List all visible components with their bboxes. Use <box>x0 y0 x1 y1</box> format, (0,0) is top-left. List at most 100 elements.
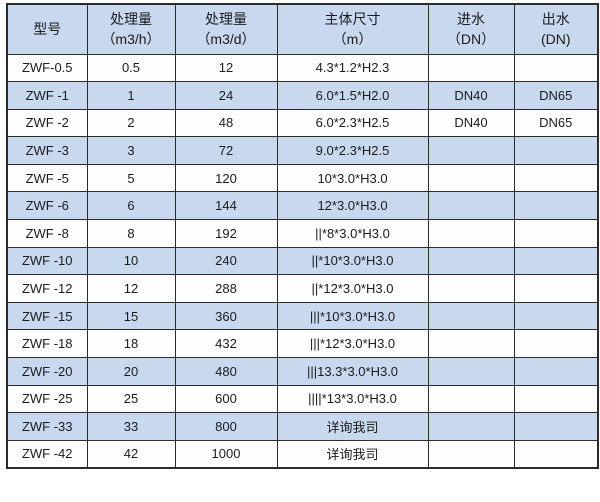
cell-inlet <box>427 357 515 386</box>
cell-capacity-d: 120 <box>174 163 278 193</box>
col-header-dimensions-unit: （m） <box>332 31 373 48</box>
cell-dimensions: |||13.3*3.0*H3.0 <box>276 357 429 386</box>
cell-dimensions: ||*12*3.0*H3.0 <box>276 274 429 303</box>
cell-capacity-h: 3 <box>86 136 176 165</box>
col-header-dimensions: 主体尺寸 （m） <box>276 3 429 55</box>
table-row: ZWF -20 20 480 |||13.3*3.0*H3.0 <box>6 357 599 386</box>
cell-capacity-h: 42 <box>86 439 176 469</box>
cell-inlet <box>427 246 515 276</box>
table-row: ZWF-0.5 0.5 12 4.3*1.2*H2.3 <box>6 53 599 83</box>
cell-capacity-h: 15 <box>86 301 176 331</box>
table-row: ZWF -6 6 144 12*3.0*H3.0 <box>6 191 599 221</box>
cell-dimensions: ||||*13*3.0*H3.0 <box>276 384 429 414</box>
table-row: ZWF -8 8 192 ||*8*3.0*H3.0 <box>6 219 599 248</box>
spec-table: 型号 处理量 （m3/h） 处理量 （m3/d） 主体尺寸 （m） 进水 （DN… <box>6 3 599 469</box>
cell-model: ZWF -1 <box>6 81 88 110</box>
cell-capacity-h: 2 <box>86 108 176 138</box>
col-header-capacity-d-label: 处理量 <box>205 10 247 27</box>
col-header-model: 型号 <box>6 3 88 55</box>
cell-model: ZWF -3 <box>6 136 88 165</box>
cell-outlet <box>513 439 599 469</box>
cell-model: ZWF -20 <box>6 357 88 386</box>
cell-dimensions: 12*3.0*H3.0 <box>276 191 429 221</box>
cell-outlet <box>513 191 599 221</box>
cell-capacity-h: 0.5 <box>86 53 176 83</box>
cell-dimensions: ||*10*3.0*H3.0 <box>276 246 429 276</box>
cell-capacity-d: 24 <box>174 81 278 110</box>
cell-model: ZWF -33 <box>6 412 88 441</box>
cell-inlet <box>427 412 515 441</box>
col-header-inlet-unit: （DN） <box>446 31 496 48</box>
cell-dimensions: 详询我司 <box>276 412 429 441</box>
table-row: ZWF -1 1 24 6.0*1.5*H2.0 DN40 DN65 <box>6 81 599 110</box>
table-row: ZWF -33 33 800 详询我司 <box>6 412 599 441</box>
cell-model: ZWF-0.5 <box>6 53 88 83</box>
table-body: ZWF-0.5 0.5 12 4.3*1.2*H2.3 ZWF -1 1 24 6.0*1.5… <box>6 53 599 469</box>
col-header-outlet-label: 出水 <box>541 10 570 27</box>
col-header-model-label: 型号 <box>33 21 62 38</box>
cell-capacity-d: 240 <box>174 246 278 276</box>
cell-capacity-d: 288 <box>174 274 278 303</box>
cell-dimensions: |||*10*3.0*H3.0 <box>276 301 429 331</box>
table-row: ZWF -18 18 432 |||*12*3.0*H3.0 <box>6 329 599 359</box>
cell-inlet <box>427 329 515 359</box>
cell-model: ZWF -18 <box>6 329 88 359</box>
table-row: ZWF -12 12 288 ||*12*3.0*H3.0 <box>6 274 599 303</box>
cell-capacity-d: 72 <box>174 136 278 165</box>
cell-capacity-h: 18 <box>86 329 176 359</box>
cell-inlet <box>427 136 515 165</box>
cell-capacity-h: 12 <box>86 274 176 303</box>
cell-capacity-d: 600 <box>174 384 278 414</box>
cell-dimensions: 6.0*2.3*H2.5 <box>276 108 429 138</box>
cell-capacity-h: 10 <box>86 246 176 276</box>
col-header-inlet: 进水 （DN） <box>427 3 515 55</box>
cell-capacity-d: 144 <box>174 191 278 221</box>
table-row: ZWF -10 10 240 ||*10*3.0*H3.0 <box>6 246 599 276</box>
cell-model: ZWF -5 <box>6 163 88 193</box>
cell-dimensions: 6.0*1.5*H2.0 <box>276 81 429 110</box>
cell-inlet: DN40 <box>427 108 515 138</box>
cell-capacity-h: 25 <box>86 384 176 414</box>
cell-inlet <box>427 439 515 469</box>
cell-inlet <box>427 53 515 83</box>
cell-dimensions: ||*8*3.0*H3.0 <box>276 219 429 248</box>
cell-capacity-d: 800 <box>174 412 278 441</box>
col-header-outlet: 出水 (DN) <box>513 3 599 55</box>
col-header-capacity-h-label: 处理量 <box>110 10 152 27</box>
col-header-outlet-unit: (DN) <box>540 31 571 48</box>
header-row: 型号 处理量 （m3/h） 处理量 （m3/d） 主体尺寸 （m） 进水 （DN… <box>6 3 599 55</box>
cell-inlet: DN40 <box>427 81 515 110</box>
cell-model: ZWF -10 <box>6 246 88 276</box>
cell-inlet <box>427 219 515 248</box>
cell-inlet <box>427 191 515 221</box>
cell-inlet <box>427 163 515 193</box>
cell-model: ZWF -6 <box>6 191 88 221</box>
cell-capacity-h: 6 <box>86 191 176 221</box>
cell-outlet <box>513 301 599 331</box>
cell-inlet <box>427 274 515 303</box>
cell-outlet <box>513 384 599 414</box>
cell-capacity-d: 480 <box>174 357 278 386</box>
col-header-capacity-d: 处理量 （m3/d） <box>174 3 278 55</box>
table-row: ZWF -15 15 360 |||*10*3.0*H3.0 <box>6 301 599 331</box>
cell-outlet <box>513 163 599 193</box>
cell-inlet <box>427 384 515 414</box>
cell-outlet <box>513 219 599 248</box>
col-header-capacity-h: 处理量 （m3/h） <box>86 3 176 55</box>
cell-capacity-h: 33 <box>86 412 176 441</box>
cell-capacity-h: 1 <box>86 81 176 110</box>
cell-capacity-h: 20 <box>86 357 176 386</box>
cell-dimensions: 详询我司 <box>276 439 429 469</box>
cell-dimensions: 10*3.0*H3.0 <box>276 163 429 193</box>
cell-dimensions: 4.3*1.2*H2.3 <box>276 53 429 83</box>
cell-outlet <box>513 274 599 303</box>
cell-outlet <box>513 53 599 83</box>
cell-capacity-d: 48 <box>174 108 278 138</box>
cell-capacity-h: 5 <box>86 163 176 193</box>
cell-dimensions: |||*12*3.0*H3.0 <box>276 329 429 359</box>
cell-model: ZWF -42 <box>6 439 88 469</box>
col-header-dimensions-label: 主体尺寸 <box>324 10 381 27</box>
cell-model: ZWF -8 <box>6 219 88 248</box>
cell-model: ZWF -2 <box>6 108 88 138</box>
